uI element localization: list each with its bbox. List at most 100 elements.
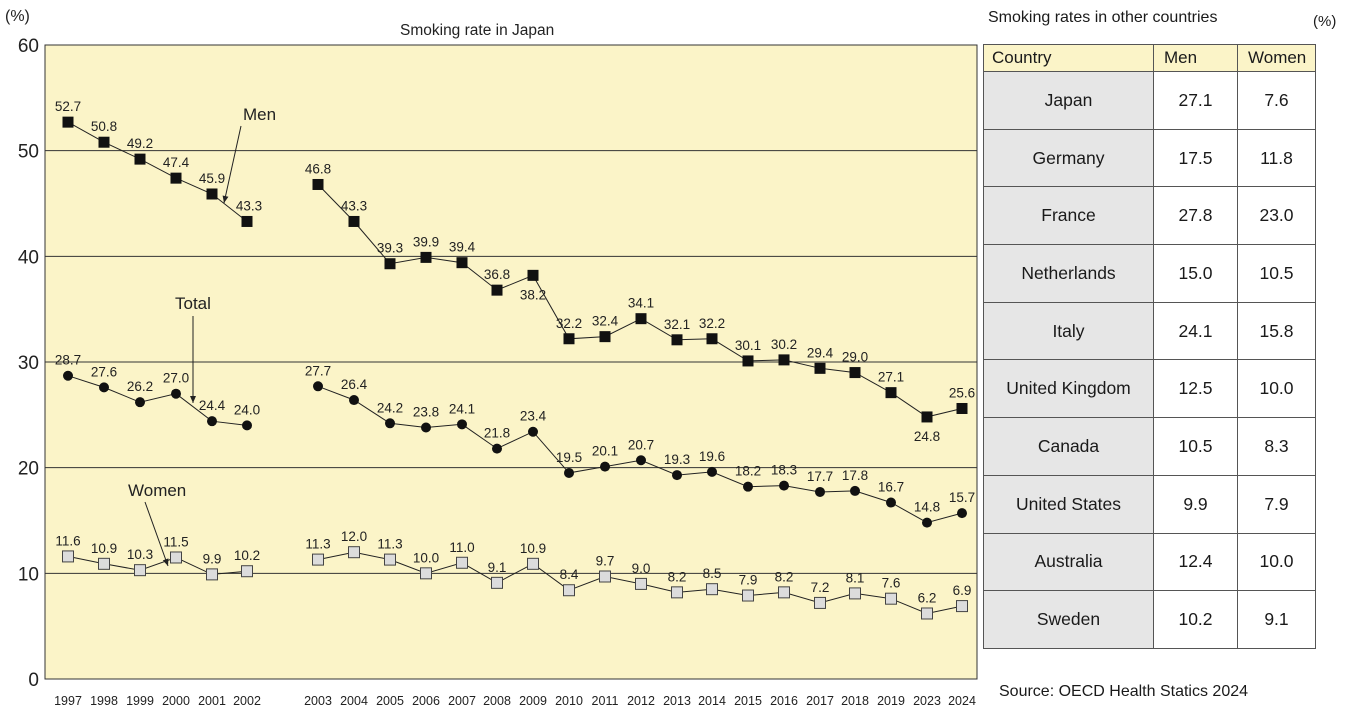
- series-lines: [62, 116, 968, 620]
- data-label-total: 16.7: [878, 480, 904, 495]
- data-label-women: 7.9: [739, 573, 758, 588]
- data-label-men: 27.1: [878, 370, 904, 385]
- table-row: France 27.8 23.0: [983, 186, 1316, 246]
- point-total: [349, 395, 359, 406]
- cell-men: 9.9: [1153, 474, 1238, 534]
- grid-lines: [45, 150, 977, 574]
- point-men: [384, 258, 396, 270]
- point-men: [742, 355, 754, 367]
- point-total: [135, 397, 145, 408]
- y-axis-ticks: 0 10 20 30 40 50 60: [18, 36, 39, 691]
- data-label-men: 39.3: [377, 241, 403, 256]
- point-men: [241, 215, 253, 227]
- cell-men: 24.1: [1153, 301, 1238, 361]
- table-row: United Kingdom 12.5 10.0: [983, 359, 1316, 419]
- point-women: [671, 586, 683, 599]
- x-tick-label: 2023: [913, 694, 941, 708]
- source-note: Source: OECD Health Statics 2024: [999, 683, 1249, 700]
- point-men: [62, 116, 74, 128]
- data-label-total: 17.8: [842, 468, 868, 483]
- x-tick-label: 2004: [340, 694, 368, 708]
- point-women: [921, 607, 933, 620]
- point-total: [743, 481, 753, 492]
- x-tick-label: 2014: [698, 694, 726, 708]
- point-total: [672, 470, 682, 481]
- point-total: [207, 416, 217, 427]
- point-men: [206, 188, 218, 200]
- point-men: [849, 367, 861, 379]
- data-label-total: 14.8: [914, 500, 940, 515]
- point-women: [527, 557, 539, 570]
- x-tick-label: 2016: [770, 694, 798, 708]
- point-women: [742, 589, 754, 602]
- point-women: [134, 564, 146, 577]
- header-men: Men: [1153, 44, 1238, 72]
- data-label-total: 23.4: [520, 409, 547, 424]
- x-tick-label: 2003: [304, 694, 332, 708]
- point-men: [671, 334, 683, 346]
- cell-men: 12.4: [1153, 532, 1238, 592]
- data-label-men: 43.3: [341, 198, 367, 213]
- cell-country: Netherlands: [983, 244, 1154, 303]
- point-women: [98, 557, 110, 570]
- cell-women: 9.1: [1237, 590, 1316, 649]
- other-countries-unit: (%): [1313, 13, 1337, 30]
- other-countries-title: Smoking rates in other countries: [988, 9, 1218, 26]
- point-women: [312, 553, 324, 566]
- point-men: [170, 172, 182, 184]
- point-total: [922, 517, 932, 528]
- x-tick-label: 2002: [233, 694, 261, 708]
- series-name-women: Women: [128, 481, 186, 500]
- data-label-total: 19.5: [556, 450, 582, 465]
- annotation-arrowhead: [190, 396, 196, 403]
- point-men: [527, 269, 539, 281]
- data-label-total: 21.8: [484, 426, 510, 441]
- point-women: [241, 565, 253, 578]
- data-label-men: 29.0: [842, 350, 868, 365]
- table-row: Australia 12.4 10.0: [983, 532, 1316, 592]
- x-tick-label: 2005: [376, 694, 404, 708]
- data-label-total: 19.3: [664, 452, 690, 467]
- point-women: [635, 577, 647, 590]
- annotation-arrowhead: [162, 558, 169, 566]
- point-total: [99, 382, 109, 393]
- data-label-men: 30.2: [771, 337, 797, 352]
- point-total: [600, 461, 610, 472]
- data-label-women: 9.7: [596, 554, 615, 569]
- data-label-women: 6.9: [953, 583, 972, 598]
- x-tick-label: 2018: [841, 694, 869, 708]
- data-label-women: 10.2: [234, 548, 260, 563]
- cell-women: 8.3: [1237, 417, 1316, 476]
- x-tick-label: 2008: [483, 694, 511, 708]
- point-total: [850, 485, 860, 496]
- y-axis-unit: (%): [5, 8, 30, 25]
- point-women: [814, 596, 826, 609]
- point-women: [956, 600, 968, 613]
- data-label-men: 34.1: [628, 296, 654, 311]
- cell-country: Sweden: [983, 590, 1154, 649]
- cell-country: United States: [983, 474, 1154, 534]
- point-total: [63, 370, 73, 381]
- smoking-rate-chart: 0 10 20 30 40 50 60 1997 1998 1999 2000 2001 2002 20…: [5, 8, 978, 708]
- cell-men: 12.5: [1153, 359, 1238, 419]
- y-tick-label: 30: [18, 353, 39, 374]
- cell-women: 7.6: [1237, 71, 1316, 130]
- x-tick-label: 1997: [54, 694, 82, 708]
- data-label-women: 8.5: [703, 566, 722, 581]
- data-label-total: 27.6: [91, 364, 117, 379]
- series-name-total: Total: [175, 294, 211, 313]
- header-country: Country: [983, 44, 1154, 72]
- point-women: [206, 568, 218, 581]
- data-label-women: 11.5: [163, 534, 188, 549]
- cell-women: 7.9: [1237, 474, 1316, 534]
- point-total: [957, 508, 967, 519]
- point-women: [384, 553, 396, 566]
- data-label-men: 45.9: [199, 171, 225, 186]
- data-label-women: 9.1: [488, 560, 507, 575]
- point-men: [134, 153, 146, 165]
- point-women: [456, 556, 468, 569]
- cell-men: 10.2: [1153, 590, 1238, 649]
- point-total: [564, 467, 574, 478]
- point-women: [885, 592, 897, 605]
- point-women: [563, 584, 575, 597]
